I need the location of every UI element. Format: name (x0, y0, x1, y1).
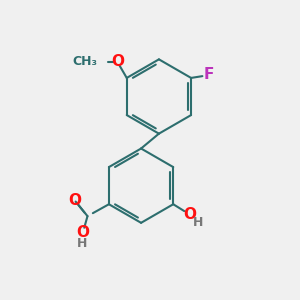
Text: F: F (204, 68, 214, 82)
Text: O: O (68, 193, 82, 208)
Text: O: O (111, 54, 124, 69)
Text: O: O (183, 207, 196, 222)
Text: O: O (76, 225, 89, 240)
Text: CH₃: CH₃ (72, 55, 97, 68)
Text: H: H (76, 237, 87, 250)
Text: H: H (193, 217, 203, 230)
